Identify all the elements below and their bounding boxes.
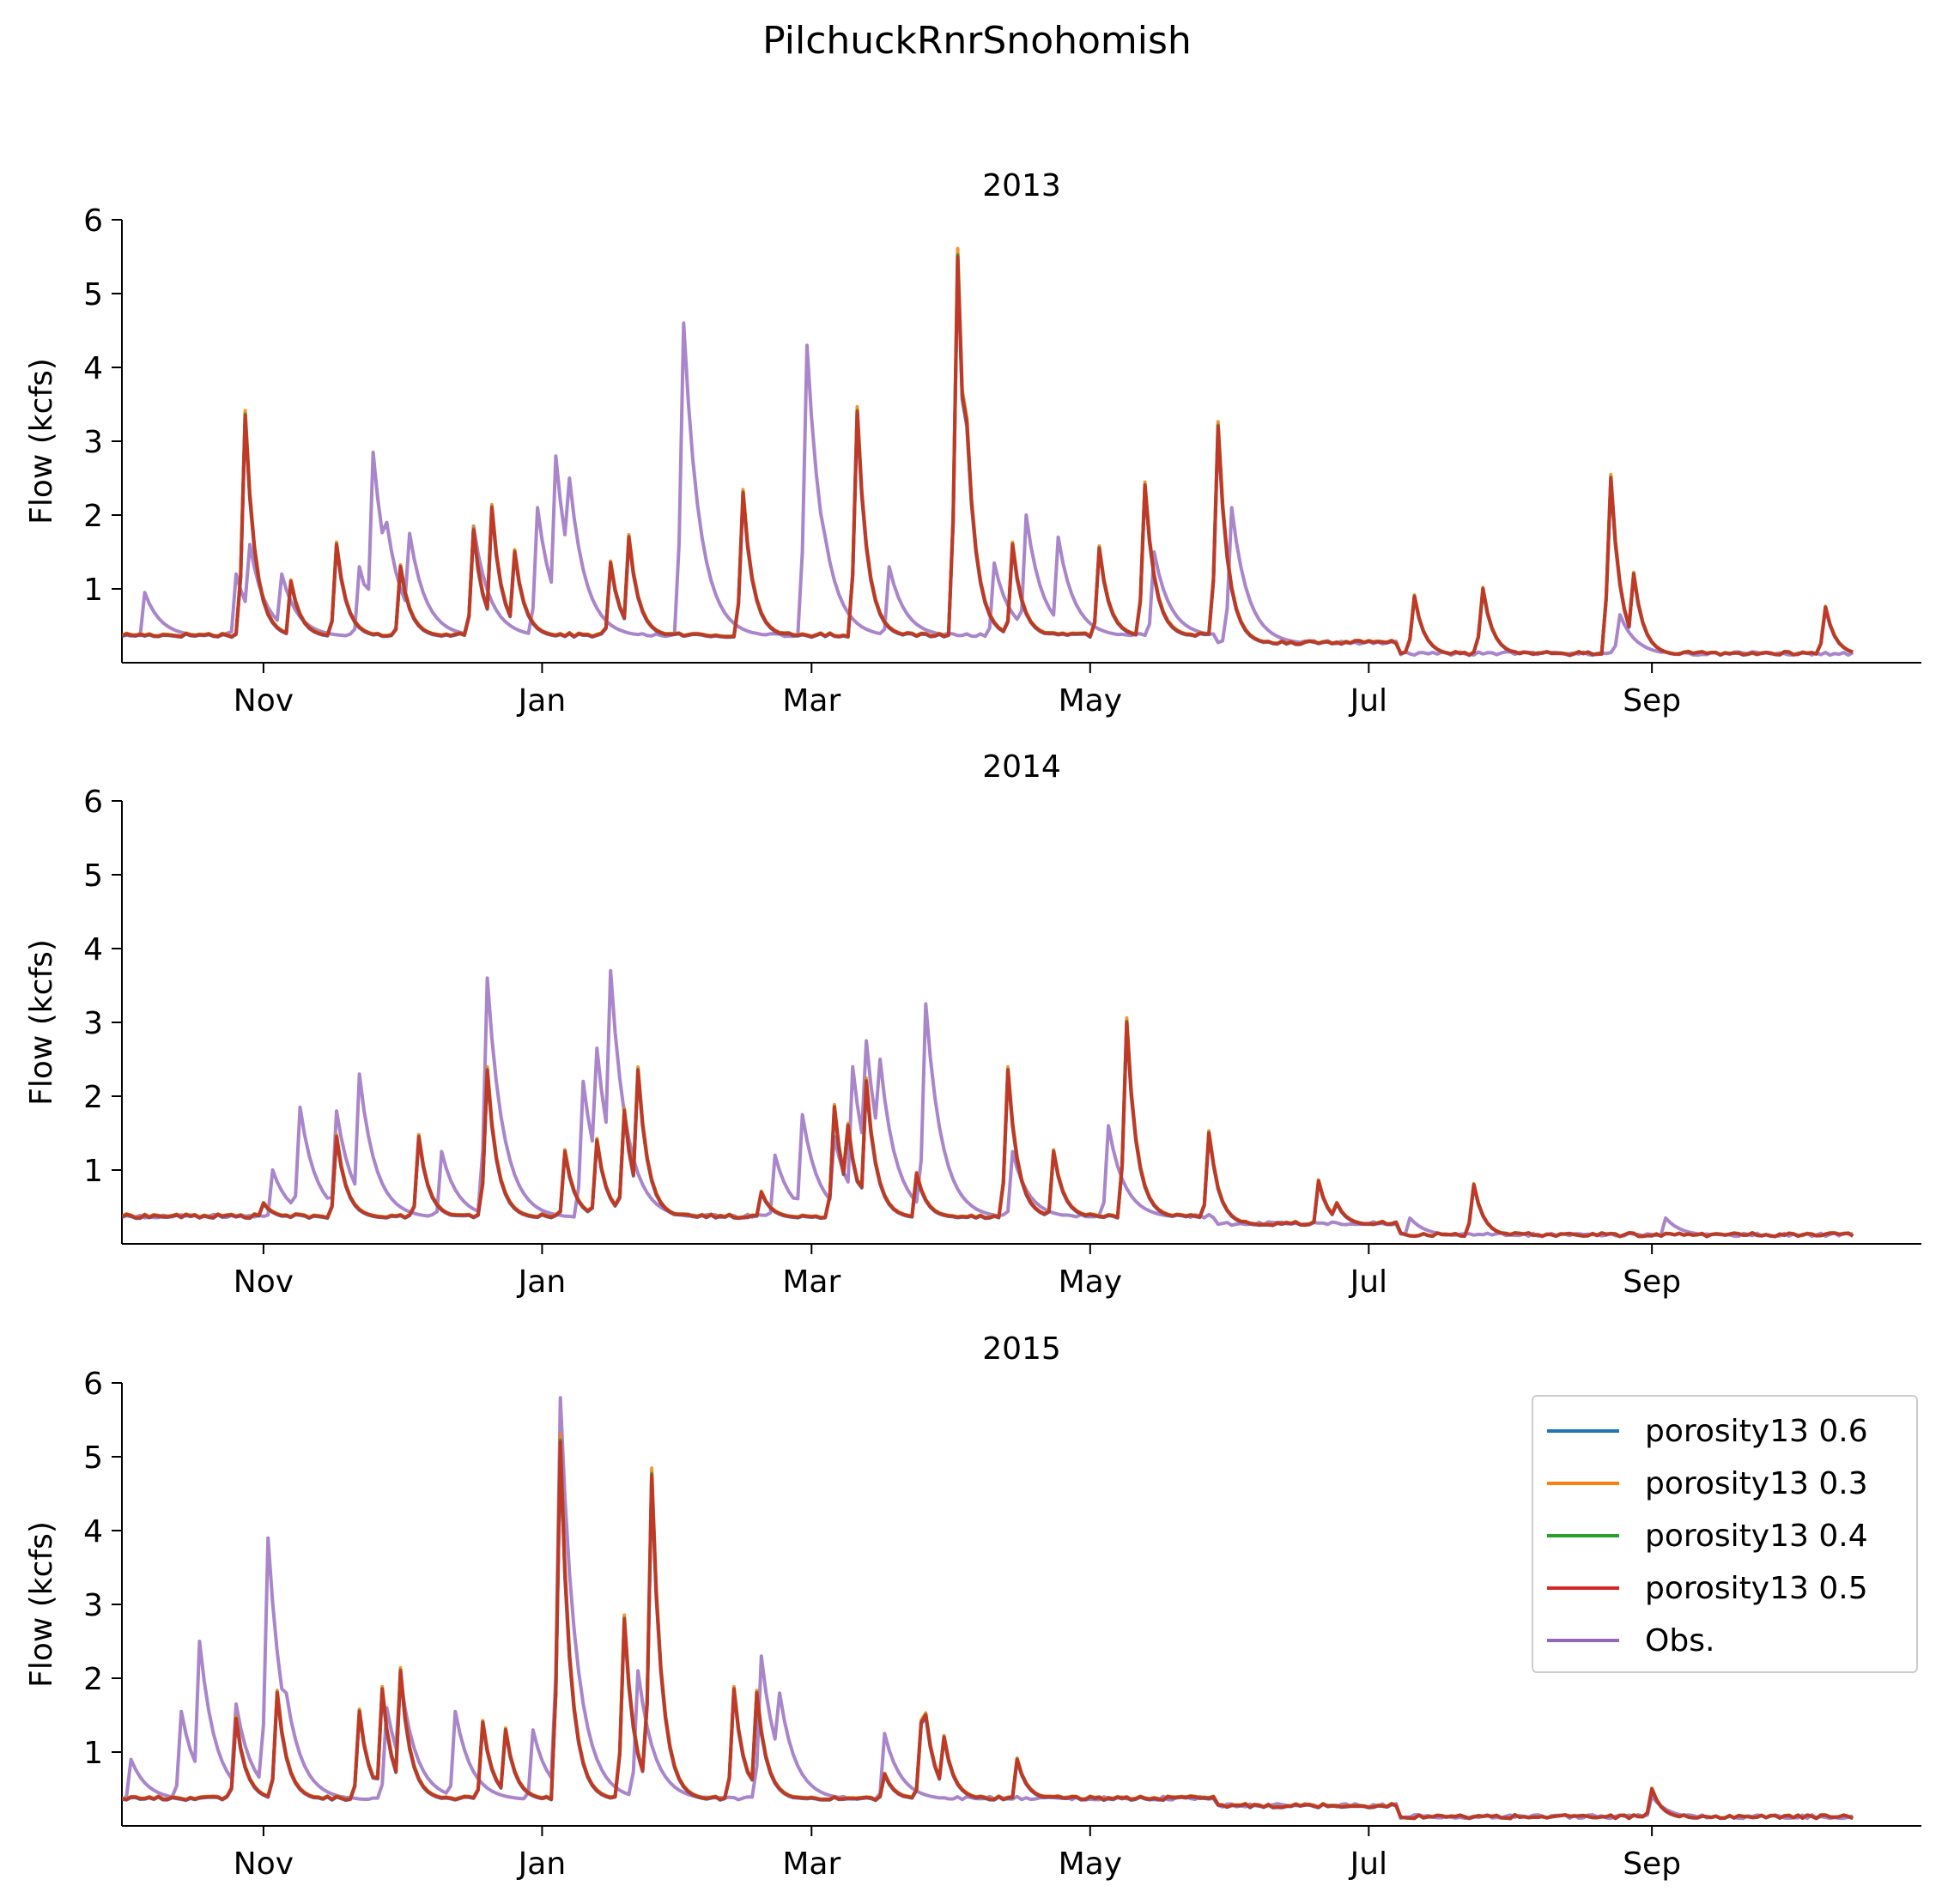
series-line-porosity13-0-3 xyxy=(122,1016,1854,1239)
y-axis-label: Flow (kcfs) xyxy=(24,1521,59,1688)
y-tick-label: 5 xyxy=(83,277,103,312)
x-tick-label: Nov xyxy=(234,683,294,719)
series-line-porosity13-0-4 xyxy=(122,252,1854,658)
y-tick-label: 6 xyxy=(83,785,103,820)
subplot-2013: 2013 Flow (kcfs) 1 2 3 4 5 6 Nov Jan Mar May Jul Sep xyxy=(24,168,1921,719)
legend-item: porosity13 0.3 xyxy=(1547,1458,1868,1509)
series-line-porosity13-0-5 xyxy=(122,255,1854,658)
x-tick-label: May xyxy=(1059,1264,1122,1300)
series-line-porosity13-0-5 xyxy=(122,1021,1854,1239)
x-tick-label: Jan xyxy=(517,1846,567,1882)
legend-label: porosity13 0.4 xyxy=(1645,1518,1868,1554)
x-tick-label: Sep xyxy=(1623,1264,1681,1300)
x-tick-label: Jan xyxy=(517,1264,567,1300)
y-tick-label: 1 xyxy=(83,1154,103,1189)
legend: porosity13 0.6 porosity13 0.3 porosity13 0… xyxy=(1532,1395,1918,1673)
series-group xyxy=(122,968,1854,1239)
series-line-porosity13-0-4 xyxy=(122,1019,1854,1239)
legend-label: porosity13 0.3 xyxy=(1645,1465,1868,1501)
y-axis-label: Flow (kcfs) xyxy=(24,358,59,525)
y-tick-label: 1 xyxy=(83,1736,103,1771)
y-tick-label: 2 xyxy=(83,1080,103,1115)
series-line-porosity13-0-6 xyxy=(122,1023,1854,1239)
x-tick-label: Nov xyxy=(234,1264,294,1300)
legend-swatch xyxy=(1547,1586,1619,1590)
x-tick-label: Jul xyxy=(1349,1264,1387,1300)
x-tick-label: Jul xyxy=(1349,683,1387,719)
legend-item: porosity13 0.5 xyxy=(1547,1562,1868,1614)
y-tick-label: 1 xyxy=(83,573,103,608)
legend-item: Obs. xyxy=(1547,1615,1714,1666)
series-line-porosity13-0-6 xyxy=(122,261,1854,658)
legend-label: porosity13 0.5 xyxy=(1645,1570,1868,1606)
legend-swatch xyxy=(1547,1429,1619,1433)
x-tick-label: Sep xyxy=(1623,683,1681,719)
x-tick-label: Sep xyxy=(1623,1846,1681,1882)
legend-item: porosity13 0.4 xyxy=(1547,1510,1868,1561)
y-tick-label: 5 xyxy=(83,1440,103,1476)
x-tick-label: Mar xyxy=(782,1846,840,1882)
series-line-porosity13-0-3 xyxy=(122,246,1854,658)
y-tick-label: 3 xyxy=(83,425,103,460)
x-tick-label: Jul xyxy=(1349,1846,1387,1882)
legend-item: porosity13 0.6 xyxy=(1547,1405,1868,1457)
y-tick-label: 6 xyxy=(83,1367,103,1402)
series-line-obs- xyxy=(122,968,1854,1239)
legend-swatch xyxy=(1547,1482,1619,1485)
y-tick-label: 4 xyxy=(83,1514,103,1549)
x-tick-label: Mar xyxy=(782,1264,840,1300)
x-tick-label: Jan xyxy=(517,683,567,719)
subplot-title: 2014 xyxy=(982,749,1061,785)
subplot-title: 2013 xyxy=(982,168,1061,203)
series-line-porosity13-0-5 xyxy=(122,1440,1854,1821)
x-tick-label: May xyxy=(1059,1846,1122,1882)
y-tick-label: 4 xyxy=(83,932,103,967)
subplot-title: 2015 xyxy=(982,1331,1061,1367)
legend-label: porosity13 0.6 xyxy=(1645,1413,1868,1449)
figure-title: PilchuckRnrSnohomish xyxy=(762,19,1192,63)
legend-swatch xyxy=(1547,1534,1619,1537)
x-tick-label: Mar xyxy=(782,683,840,719)
y-axis-label: Flow (kcfs) xyxy=(24,939,59,1106)
legend-swatch xyxy=(1547,1639,1619,1642)
subplot-2014: 2014 Flow (kcfs) 1 2 3 4 5 6 Nov Jan Mar May Jul Sep xyxy=(24,749,1921,1300)
x-tick-label: May xyxy=(1059,683,1122,719)
y-tick-label: 6 xyxy=(83,203,103,239)
series-group xyxy=(122,1396,1854,1821)
x-tick-label: Nov xyxy=(234,1846,294,1882)
y-tick-label: 2 xyxy=(83,1662,103,1697)
y-tick-label: 5 xyxy=(83,858,103,894)
subplot-2015: 2015 Flow (kcfs) 1 2 3 4 5 6 Nov Jan Mar May Jul Sep xyxy=(24,1331,1921,1882)
legend-label: Obs. xyxy=(1645,1622,1715,1658)
y-tick-label: 2 xyxy=(83,499,103,534)
y-tick-label: 3 xyxy=(83,1588,103,1623)
y-tick-label: 4 xyxy=(83,351,103,386)
y-tick-label: 3 xyxy=(83,1006,103,1041)
series-group xyxy=(122,246,1854,658)
